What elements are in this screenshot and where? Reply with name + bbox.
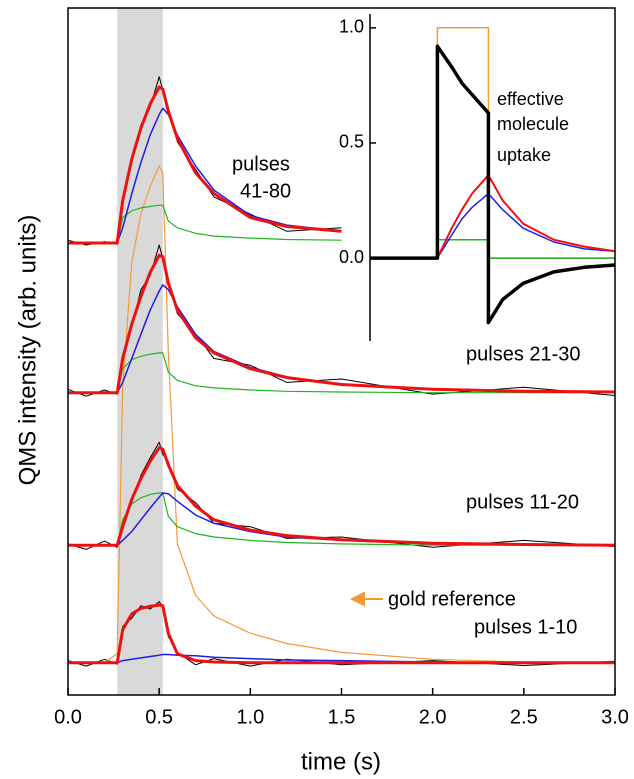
y-tick-label: 0.0 xyxy=(339,247,364,267)
series-line xyxy=(370,238,615,259)
x-axis-label: time (s) xyxy=(301,748,381,775)
annotation-arrow xyxy=(349,591,383,607)
inset-annotation: effective xyxy=(497,89,564,109)
series-line xyxy=(68,85,342,245)
series-line xyxy=(370,44,616,325)
y-tick-label: 0.5 xyxy=(339,132,364,152)
series-line xyxy=(68,204,342,244)
plot-frame xyxy=(67,7,616,696)
x-tick-label: 2.0 xyxy=(419,706,447,728)
series-line xyxy=(68,253,616,395)
annotation: pulses 21-30 xyxy=(466,343,581,365)
main-plot: 0.0 0.5 1.0 1.5 2.0 2.5 3.0 xyxy=(54,76,629,728)
series-line xyxy=(370,192,616,259)
annotation: pulses 11-20 xyxy=(466,491,579,513)
series-line xyxy=(68,603,615,665)
annotation: gold reference xyxy=(388,588,516,610)
x-tick-label: 1.5 xyxy=(328,706,356,728)
inset-annotation: molecule xyxy=(497,114,569,134)
series-line xyxy=(370,27,615,259)
x-tick-label: 0.5 xyxy=(145,706,173,728)
x-tick-label: 1.0 xyxy=(236,706,264,728)
annotation: 41-80 xyxy=(240,180,291,202)
x-tick-label: 0.0 xyxy=(54,706,82,728)
y-tick-label: 1.0 xyxy=(339,17,364,37)
series-line xyxy=(68,107,342,244)
series-line xyxy=(370,174,616,260)
x-tick-label: 2.5 xyxy=(510,706,538,728)
y-axis-label: QMS intensity (arb. units) xyxy=(14,215,41,486)
inset-plot: 0.0 0.5 1.0 xyxy=(339,14,616,341)
series-line xyxy=(67,76,342,246)
annotation: pulses 1-10 xyxy=(474,616,577,638)
inset-annotation: uptake xyxy=(497,145,551,165)
x-tick-label: 3.0 xyxy=(601,706,629,728)
annotation: pulses xyxy=(232,153,290,175)
series-line xyxy=(68,446,616,547)
series-line xyxy=(68,165,616,664)
